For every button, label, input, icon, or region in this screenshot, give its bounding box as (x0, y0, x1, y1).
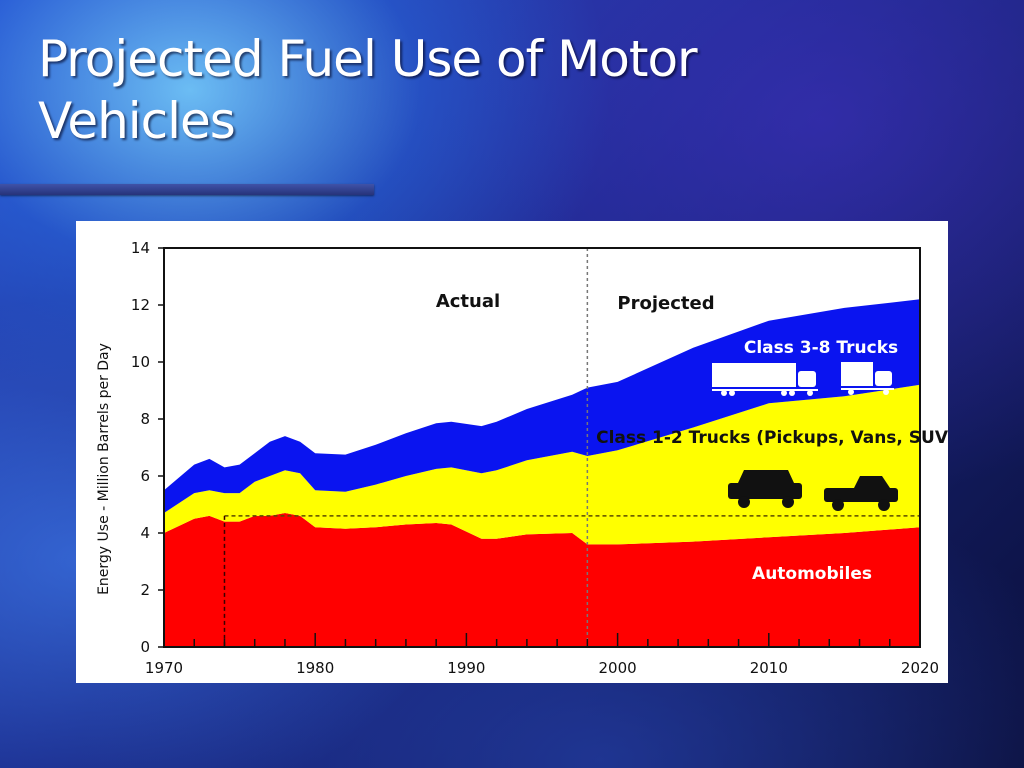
area-series-group (164, 299, 920, 647)
area-class-1-2-trucks-pickups-vans-suvs (164, 384, 920, 545)
light-truck-icons (728, 470, 898, 511)
x-tick-label-1990: 1990 (447, 659, 485, 677)
y-tick-label-4: 4 (140, 524, 150, 542)
reference-lines-group (223, 248, 920, 647)
y-tick-label-0: 0 (140, 638, 150, 656)
x-tick-label-1980: 1980 (296, 659, 334, 677)
x-tick-label-2020: 2020 (901, 659, 939, 677)
x-tick-label-2000: 2000 (599, 659, 637, 677)
area-class-3-8-trucks (164, 299, 920, 513)
area-automobiles (164, 513, 920, 647)
slide-title: Projected Fuel Use of Motor Vehicles (38, 28, 698, 152)
region-label-projected: Projected (617, 293, 714, 314)
series-label-heavy-trucks: Class 3-8 Trucks (744, 338, 898, 358)
region-label-actual: Actual (436, 291, 500, 312)
slide-title-line-2: Vehicles (38, 92, 236, 150)
tractor-trailer-icon (712, 363, 818, 396)
series-label-light-trucks: Class 1-2 Trucks (Pickups, Vans, SUVs) (596, 428, 948, 448)
y-axis-label: Energy Use - Million Barrels per Day (96, 343, 112, 595)
x-tick-label-1970: 1970 (145, 659, 183, 677)
y-tick-label-12: 12 (131, 296, 150, 314)
y-tick-label-14: 14 (131, 239, 150, 257)
chart-panel: 1970 1980 1990 2000 2010 2020 0 2 4 6 8 10 12 14 Ener… (76, 221, 948, 683)
fuel-use-chart: 1970 1980 1990 2000 2010 2020 0 2 4 6 8 10 12 14 Ener… (96, 239, 948, 677)
suv-icon (728, 470, 802, 508)
x-tick-label-2010: 2010 (750, 659, 788, 677)
pickup-truck-icon (824, 476, 898, 511)
box-truck-icon (841, 362, 894, 395)
heavy-truck-icons (712, 362, 894, 396)
plot-frame (163, 247, 921, 648)
y-tick-label-10: 10 (131, 353, 150, 371)
slide-title-line-1: Projected Fuel Use of Motor (38, 30, 698, 88)
tick-labels-group: 1970 1980 1990 2000 2010 2020 0 2 4 6 8 10 12 14 (131, 239, 939, 677)
series-label-automobiles: Automobiles (752, 564, 872, 584)
axes-group (158, 247, 921, 648)
title-underline-bar (0, 184, 374, 195)
y-tick-label-8: 8 (140, 410, 150, 428)
y-tick-label-2: 2 (140, 581, 150, 599)
y-tick-label-6: 6 (140, 467, 150, 485)
